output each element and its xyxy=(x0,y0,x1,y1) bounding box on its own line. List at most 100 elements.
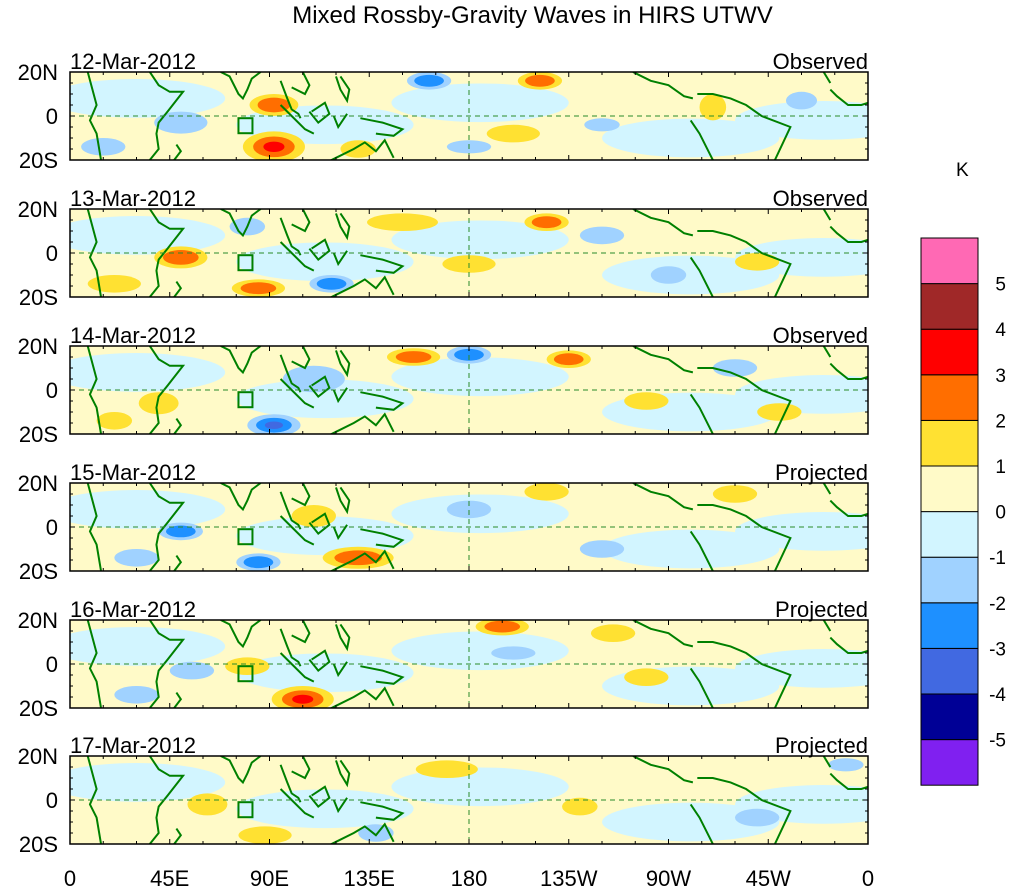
anomaly-contour xyxy=(531,216,562,229)
x-tick-label: 90W xyxy=(646,866,691,890)
x-tick-label: 90E xyxy=(250,866,289,890)
coastline xyxy=(86,209,103,297)
coastline xyxy=(279,652,315,683)
coastline xyxy=(279,80,302,119)
anomaly-contour xyxy=(712,359,758,377)
anomaly-contour xyxy=(236,653,414,693)
anomaly-contour xyxy=(735,649,868,688)
anomaly-contour xyxy=(87,275,141,293)
y-tick-label: 20S xyxy=(19,696,58,721)
anomaly-contour xyxy=(735,252,780,271)
coastline xyxy=(220,756,262,785)
anomaly-contour xyxy=(602,255,780,295)
x-tick-label: 135W xyxy=(540,866,598,890)
coastline xyxy=(697,230,792,297)
coastline xyxy=(332,113,348,130)
coastline xyxy=(148,756,186,844)
colorbar-tick-label: 3 xyxy=(995,366,1006,387)
x-tick-label: 135E xyxy=(344,866,395,890)
coastline xyxy=(279,788,315,819)
anomaly-contour xyxy=(340,140,376,158)
colorbar-swatch xyxy=(920,739,979,786)
panel-status: Projected xyxy=(775,460,868,485)
anomaly-contour xyxy=(395,351,432,363)
coastline xyxy=(86,756,103,844)
anomaly-contour xyxy=(70,627,226,666)
colorbar-swatch xyxy=(920,419,979,467)
anomaly-contour xyxy=(291,505,337,527)
anomaly-contour xyxy=(187,793,228,816)
map-panel: 17-Mar-2012 Projected 20N 0 20S xyxy=(18,733,869,857)
coastline xyxy=(279,354,302,393)
anomaly-contour xyxy=(579,226,625,245)
coastline xyxy=(86,483,103,571)
colorbar-tick-label: -4 xyxy=(989,685,1006,706)
panel-status: Observed xyxy=(773,49,868,74)
anomaly-contour xyxy=(584,118,620,132)
map-panel: 15-Mar-2012 Projected 20N 0 20S xyxy=(18,460,869,584)
y-tick-label: 20S xyxy=(19,559,58,584)
anomaly-contour xyxy=(264,421,283,429)
coastline xyxy=(822,756,832,768)
y-tick-label: 20N xyxy=(18,608,58,633)
coastline xyxy=(335,486,351,515)
coastline xyxy=(291,620,311,644)
anomaly-contour xyxy=(114,686,159,704)
coastline xyxy=(632,620,694,648)
coastline xyxy=(173,281,183,297)
coastline xyxy=(291,72,311,96)
y-tick-label: 0 xyxy=(46,515,58,540)
coastline xyxy=(632,209,694,237)
anomaly-contour xyxy=(169,661,215,680)
colorbar-tick-label: -3 xyxy=(989,639,1006,660)
colorbar-swatch xyxy=(920,465,979,513)
y-tick-label: 0 xyxy=(46,788,58,813)
anomaly-contour xyxy=(785,91,818,110)
coastline xyxy=(632,72,694,100)
y-tick-label: 0 xyxy=(46,104,58,129)
colorbar-tick-label: -5 xyxy=(989,731,1006,752)
anomaly-contour xyxy=(757,403,802,421)
colorbar-tick-label: -2 xyxy=(989,594,1006,615)
coastline xyxy=(308,101,331,125)
coastline xyxy=(173,144,183,160)
anomaly-contour xyxy=(70,79,226,118)
colorbar-tick-label: -1 xyxy=(989,548,1006,569)
y-tick-label: 0 xyxy=(46,241,58,266)
colorbar-swatch xyxy=(920,556,979,604)
panel-date: 17-Mar-2012 xyxy=(70,733,196,758)
coastline xyxy=(148,72,186,160)
coastline xyxy=(689,393,714,434)
coastline xyxy=(822,209,832,221)
coastline xyxy=(308,785,331,809)
panel-status: Projected xyxy=(775,597,868,622)
panel-date: 15-Mar-2012 xyxy=(70,460,196,485)
anomaly-contour xyxy=(114,549,159,567)
anomaly-contour xyxy=(263,141,285,153)
coastline xyxy=(829,636,868,654)
anomaly-contour xyxy=(602,802,780,842)
coastline xyxy=(689,256,714,297)
region-box xyxy=(237,665,254,683)
colorbar-swatch xyxy=(920,283,979,330)
anomaly-contour xyxy=(240,282,277,295)
anomaly-contour xyxy=(236,379,414,419)
coastline xyxy=(335,75,351,104)
panel-date: 12-Mar-2012 xyxy=(70,49,196,74)
anomaly-contour xyxy=(70,216,226,255)
anomaly-contour xyxy=(415,760,478,778)
anomaly-contour xyxy=(138,392,179,415)
map-panel: 13-Mar-2012 Observed 20N 0 20S xyxy=(18,186,869,310)
y-tick-label: 0 xyxy=(46,652,58,677)
y-tick-label: 20N xyxy=(18,334,58,359)
x-tick-label: 0 xyxy=(862,866,874,890)
coastline xyxy=(360,391,405,411)
coastline xyxy=(173,692,183,708)
panel-status: Projected xyxy=(775,733,868,758)
anomaly-contour xyxy=(484,620,521,633)
colorbar-tick-label: 2 xyxy=(995,411,1006,432)
coastline xyxy=(632,483,694,511)
anomaly-contour xyxy=(96,412,133,430)
coastline xyxy=(291,756,311,780)
coastline xyxy=(335,759,351,788)
